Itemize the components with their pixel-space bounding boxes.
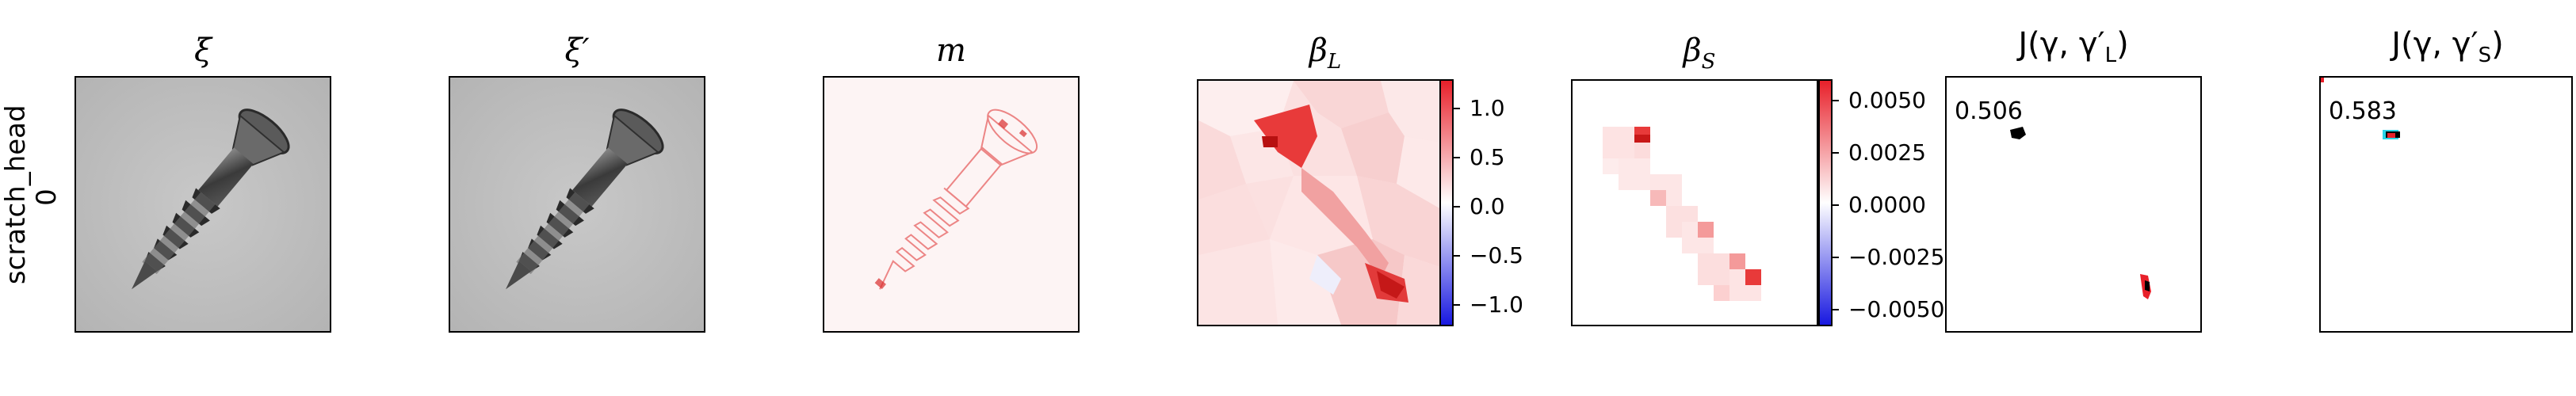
patch-heatmap xyxy=(1573,81,1817,325)
title-subscript: S xyxy=(2478,44,2492,67)
title-subscript: S xyxy=(1701,50,1716,74)
title-main: J(γ, γ′ xyxy=(2391,26,2479,63)
panel-title-beta-L: βL xyxy=(1197,35,1454,72)
panel-title-m: m xyxy=(936,32,966,69)
cbar-tick: 0.0050 xyxy=(1848,87,1926,113)
colorbar-beta-S xyxy=(1818,79,1833,326)
heatmap-beta-S xyxy=(1571,79,1818,326)
cbar-tick: −0.5 xyxy=(1470,242,1523,268)
title-beta-symbol: β xyxy=(1309,32,1328,69)
score-J-S: 0.583 xyxy=(2329,97,2397,125)
cbar-tick: −0.0050 xyxy=(1848,296,1945,322)
superpixel-heatmap xyxy=(1198,81,1452,325)
row-label-class: scratch_head xyxy=(0,105,32,285)
colorbar-beta-L xyxy=(1439,79,1454,326)
title-close: ) xyxy=(2116,26,2129,63)
mask-overlay xyxy=(1947,78,2200,331)
panel-title-beta-S: βS xyxy=(1571,35,1828,72)
panel-title-J-L: J(γ, γ′L) xyxy=(1945,29,2202,66)
image-xi xyxy=(75,76,331,333)
title-close: ) xyxy=(2491,26,2504,63)
screw-image xyxy=(76,78,330,331)
cbar-tick: 1.0 xyxy=(1470,95,1505,121)
panel-title-xi-prime: ξ′ xyxy=(564,32,590,69)
title-main: J(γ, γ′ xyxy=(2018,26,2105,63)
cbar-tick: 0.0000 xyxy=(1848,192,1926,218)
image-xi-prime xyxy=(449,76,705,333)
screw-image-repaired xyxy=(450,78,704,331)
mask-J-S xyxy=(2319,76,2573,333)
image-m xyxy=(823,76,1080,333)
title-beta-symbol: β xyxy=(1683,32,1702,69)
panel-title-xi: ξ xyxy=(193,32,212,69)
difference-map xyxy=(824,78,1078,331)
cbar-tick: 0.0 xyxy=(1470,193,1505,219)
cbar-tick: −1.0 xyxy=(1470,291,1523,318)
mask-overlay xyxy=(2321,78,2571,331)
title-subscript: L xyxy=(2104,44,2117,67)
cbar-tick: 0.5 xyxy=(1470,144,1505,170)
cbar-tick: −0.0025 xyxy=(1848,244,1945,270)
row-label-index: 0 xyxy=(31,188,63,206)
score-J-L: 0.506 xyxy=(1955,97,2023,125)
cbar-tick: 0.0025 xyxy=(1848,139,1926,166)
mask-J-L xyxy=(1945,76,2202,333)
panel-title-J-S: J(γ, γ′S) xyxy=(2319,29,2576,66)
heatmap-beta-L xyxy=(1197,79,1454,326)
title-subscript: L xyxy=(1327,50,1342,74)
